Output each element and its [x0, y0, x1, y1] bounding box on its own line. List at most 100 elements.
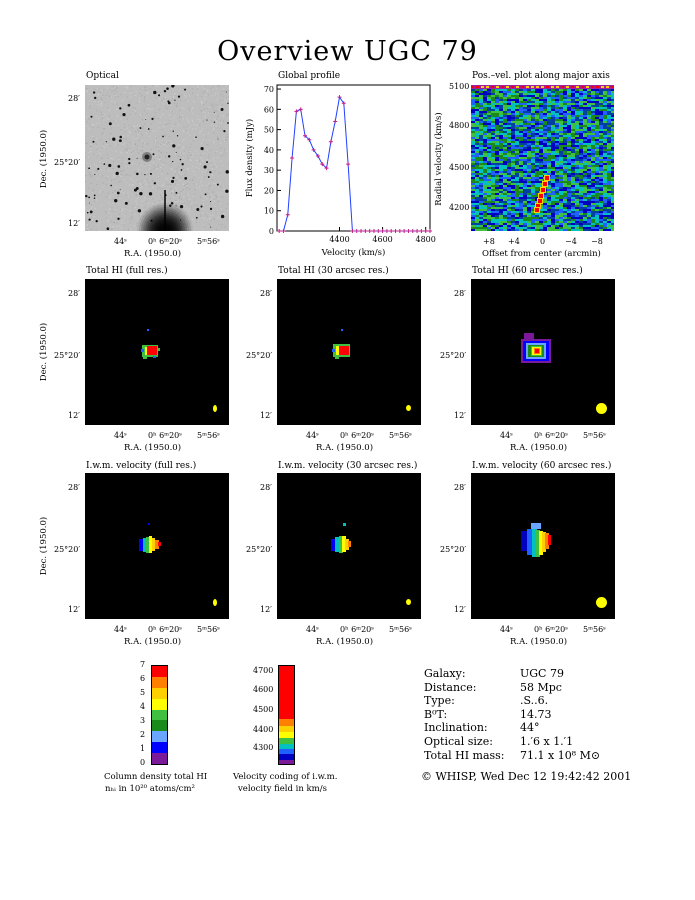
density-colorbar: [151, 665, 168, 765]
hi-30-title: Total HI (30 arcsec res.): [278, 266, 389, 276]
iwm-30-map: [277, 473, 421, 619]
profile-ytick-label: 0: [269, 227, 274, 236]
profile-data-point: [333, 119, 338, 124]
info-key: Inclination:: [424, 721, 488, 735]
beam-ellipse: [213, 405, 217, 412]
ra-tick-right: 5ᵐ56ˢ: [583, 625, 606, 634]
profile-xtick-label: 4800: [416, 235, 436, 244]
density-tick-label: 3: [140, 716, 146, 725]
ra-tick-right: 5ᵐ56ˢ: [197, 237, 220, 246]
density-swatch: [152, 709, 167, 721]
profile-data-point: [303, 133, 308, 138]
profile-frame: [276, 84, 431, 232]
dec-tick-top: 28′: [68, 289, 80, 298]
info-value: UGC 79: [520, 667, 564, 680]
profile-data-point: [328, 139, 333, 144]
profile-data-point: [350, 229, 355, 233]
info-key: Total HI mass:: [424, 748, 505, 762]
profile-ytick-label: 50: [264, 126, 274, 135]
velocity-caption-1: Velocity coding of i.w.m.: [233, 772, 338, 782]
ra-axis-label: R.A. (1950.0): [316, 637, 374, 647]
pv-plot: [471, 85, 614, 231]
velocity-swatch: [279, 719, 294, 726]
density-swatch: [152, 720, 167, 732]
dec-tick-mid: 25°20′: [246, 351, 273, 360]
pv-xtick-m8: −8: [591, 237, 603, 246]
profile-data-point: [341, 101, 346, 106]
iwm-full-title: I.w.m. velocity (full res.): [86, 461, 197, 471]
density-tick-label: 0: [140, 758, 146, 767]
profile-data-point: [410, 229, 415, 233]
hi-30-map: [277, 279, 421, 425]
profile-data-point: [346, 162, 351, 167]
pv-panel-title: Pos.–vel. plot along major axis: [472, 71, 610, 81]
profile-data-point: [428, 229, 432, 233]
ra-axis-label: R.A. (1950.0): [124, 443, 182, 453]
ra-tick-left: 44ˢ: [114, 431, 127, 440]
profile-data-point: [324, 166, 329, 171]
density-tick-label: 4: [140, 702, 146, 711]
dec-tick-mid: 25°20′: [54, 545, 81, 554]
profile-ytick-label: 40: [264, 146, 274, 155]
velocity-tick-label: 4300: [253, 743, 274, 752]
info-row-bt: B⁰T: 14.73: [424, 708, 600, 722]
velocity-swatch: [279, 725, 294, 733]
dec-tick-top: 28′: [454, 289, 466, 298]
ra-axis-label: R.A. (1950.0): [316, 443, 374, 453]
profile-data-point: [359, 229, 364, 233]
profile-ytick-label: 30: [264, 166, 274, 175]
density-tick-label: 2: [140, 730, 146, 739]
ra-tick-right: 5ᵐ56ˢ: [197, 431, 220, 440]
iwm-60-title: I.w.m. velocity (60 arcsec res.): [472, 461, 612, 471]
info-row-hi-mass: Total HI mass: 71.1 x 10⁸ M⊙: [424, 749, 600, 763]
pv-ytick-4200: 4200: [449, 203, 470, 212]
velocity-caption-2: velocity field in km/s: [238, 784, 327, 794]
iwm-60-field: [521, 523, 551, 557]
offset-axis-label: Offset from center (arcmin): [482, 249, 601, 259]
profile-xtick-label: 4400: [329, 235, 349, 244]
dec-tick-top: 28′: [260, 483, 272, 492]
dec-axis-label: Dec. (1950.0): [39, 129, 49, 189]
ra-tick-mid: 0ʰ 6ᵐ20ˢ: [148, 237, 182, 246]
hi-60-map: [471, 279, 615, 425]
profile-ytick-label: 70: [264, 85, 274, 94]
optical-image: [85, 85, 229, 231]
velocity-swatch: [279, 666, 294, 720]
ra-tick-left: 44ˢ: [500, 431, 513, 440]
info-row-optical-size: Optical size: 1.′6 x 1.′1: [424, 735, 600, 749]
dec-tick-bottom: 12′: [260, 411, 272, 420]
hi-30-blob: [332, 329, 350, 359]
profile-data-point: [397, 229, 402, 233]
pv-ytick-5100: 5100: [449, 82, 470, 91]
hi-full-blob: [141, 329, 160, 359]
hi-full-map: [85, 279, 229, 425]
density-swatch: [152, 753, 167, 764]
pv-ytick-4500: 4500: [449, 163, 470, 172]
ra-tick-mid: 0ʰ 6ᵐ20ˢ: [148, 625, 182, 634]
density-tick-label: 6: [140, 674, 146, 683]
dec-tick-mid: 25°20′: [246, 545, 273, 554]
velocity-tick-label: 4400: [253, 725, 274, 734]
profile-data-point: [337, 95, 342, 100]
dec-tick-top: 28′: [68, 483, 80, 492]
velocity-colorbar: [278, 665, 295, 765]
beam-ellipse: [596, 597, 607, 608]
profile-data-point: [406, 229, 411, 233]
profile-ylabel: Flux density (mJy): [244, 119, 255, 197]
profile-panel-title: Global profile: [278, 71, 341, 81]
pv-xtick-p8: +8: [483, 237, 495, 246]
density-tick-label: 1: [140, 744, 146, 753]
profile-ytick-label: 10: [264, 207, 274, 216]
density-tick-label: 7: [140, 660, 146, 669]
ra-tick-right: 5ᵐ56ˢ: [197, 625, 220, 634]
whisp-footer: © WHISP, Wed Dec 12 19:42:42 2001: [421, 770, 632, 783]
dec-axis-label: Dec. (1950.0): [39, 516, 49, 576]
dec-tick-mid: 25°20′: [54, 158, 81, 167]
ra-tick-mid: 0ʰ 6ᵐ20ˢ: [340, 625, 374, 634]
velocity-swatch: [279, 738, 294, 744]
density-swatch: [152, 666, 167, 677]
ra-tick-mid: 0ʰ 6ᵐ20ˢ: [148, 431, 182, 440]
profile-data-point: [294, 109, 299, 114]
profile-xtick-label: 4600: [372, 235, 392, 244]
dec-tick-bottom: 12′: [454, 411, 466, 420]
